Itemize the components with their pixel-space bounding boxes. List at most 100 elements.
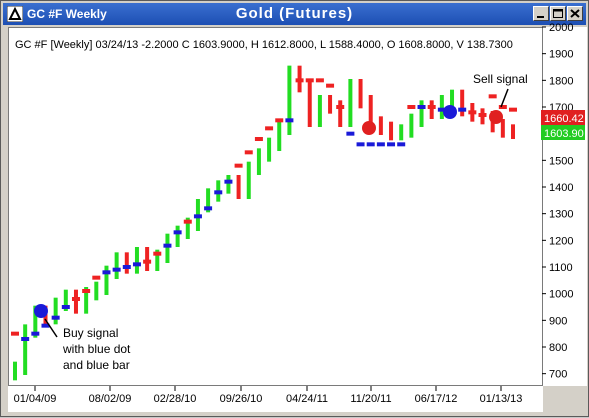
trend-dot-5	[61, 305, 70, 309]
trend-dot-15	[163, 243, 172, 248]
trend-dot-20	[214, 190, 223, 195]
y-tick-label-2: 900	[549, 315, 567, 327]
y-tick-label-7: 1400	[549, 182, 573, 194]
sell-annotation-arrow	[500, 88, 509, 108]
y-tick-label-6: 1300	[549, 209, 573, 221]
trend-dot-18	[193, 214, 202, 219]
x-tick-label-7: 01/13/13	[480, 393, 523, 405]
trend-dot-10	[112, 267, 121, 272]
trend-dot-25	[265, 126, 274, 131]
y-tick-label-8: 1500	[549, 155, 573, 167]
close-icon	[570, 9, 580, 18]
sell-signal-annotation: Sell signal	[473, 72, 528, 86]
trend-dot-13	[143, 259, 152, 264]
close-button[interactable]	[567, 6, 583, 21]
x-tick-label-0: 01/04/09	[14, 393, 57, 405]
x-tick-label-6: 06/17/12	[415, 393, 458, 405]
buy-signal-annotation: Buy signal with blue dot and blue bar	[63, 325, 130, 373]
trend-dot-29	[305, 78, 314, 83]
trend-dot-23	[244, 150, 253, 155]
trend-dot-0	[11, 331, 19, 336]
buy-annotation-line-3: and blue bar	[63, 358, 130, 372]
price-tag-green: 1603.90	[541, 125, 585, 140]
maximize-icon	[553, 9, 563, 18]
y-tick-label-3: 1000	[549, 289, 573, 301]
trend-dot-26	[275, 118, 284, 123]
trend-dot-37	[387, 142, 396, 147]
y-tick-label-13: 2000	[549, 22, 573, 34]
trend-dot-28	[295, 78, 304, 83]
y-tick-label-1: 800	[549, 342, 567, 354]
trend-dot-9	[102, 270, 111, 275]
date-axis	[8, 386, 543, 412]
x-tick-label-5: 11/20/11	[350, 393, 391, 405]
trend-dot-21	[224, 179, 233, 184]
maximize-button[interactable]	[550, 6, 566, 21]
buy-signal-dot[interactable]	[34, 304, 48, 318]
trend-dot-45	[468, 110, 477, 115]
trend-dot-12	[132, 262, 141, 267]
trend-dot-44	[458, 107, 467, 112]
trend-dot-32	[336, 105, 345, 109]
trend-dot-34	[356, 142, 365, 147]
title-bar[interactable]: GC #F Weekly Gold (Futures)	[3, 3, 586, 25]
trend-dot-22	[234, 163, 243, 168]
trend-dot-19	[204, 206, 213, 211]
trend-dot-49	[509, 107, 517, 112]
y-tick-label-4: 1100	[549, 262, 573, 274]
y-tick-label-12: 1900	[549, 49, 573, 61]
minimize-button[interactable]	[533, 6, 549, 21]
app-icon	[7, 6, 23, 22]
price-axis	[543, 27, 587, 386]
sell-signal-dot-1[interactable]	[362, 121, 376, 135]
trend-dot-27	[285, 118, 294, 123]
price-tag-red-label: 1660.42	[544, 113, 584, 125]
trend-dot-38	[397, 142, 406, 147]
trend-dot-41	[427, 105, 436, 109]
price-tag-green-label: 1603.90	[544, 128, 584, 140]
x-tick-label-2: 02/28/10	[154, 393, 197, 405]
buy-annotation-line-2: with blue dot	[63, 342, 131, 356]
y-tick-label-11: 1800	[549, 75, 573, 87]
trend-dot-40	[417, 105, 426, 109]
sell-signal-dot-2[interactable]	[489, 110, 503, 124]
trend-dot-17	[183, 219, 192, 224]
price-plot-area[interactable]	[8, 27, 543, 386]
trend-dot-6	[71, 297, 80, 301]
trend-dot-46	[478, 113, 487, 117]
x-tick-label-4: 04/24/11	[286, 393, 328, 405]
trend-dot-7	[82, 289, 91, 293]
trend-dot-35	[366, 142, 375, 147]
trend-dot-47	[488, 94, 497, 99]
trend-dot-3	[41, 323, 50, 328]
trend-dot-16	[173, 230, 182, 235]
y-tick-label-5: 1200	[549, 235, 573, 247]
trend-dot-2	[31, 331, 40, 336]
x-tick-label-3: 09/26/10	[220, 393, 263, 405]
quote-header: GC #F [Weekly] 03/24/13 -2.2000 C 1603.9…	[15, 39, 513, 51]
chart-title: Gold (Futures)	[235, 5, 354, 22]
trend-dot-11	[122, 265, 131, 269]
trend-dot-30	[315, 78, 324, 83]
trend-dot-14	[153, 251, 162, 256]
trend-dot-4	[51, 315, 60, 320]
x-tick-label-1: 08/02/09	[89, 393, 132, 405]
buy-signal-dot-2[interactable]	[443, 105, 457, 119]
trend-dot-8	[92, 275, 101, 280]
trend-dot-36	[376, 142, 385, 147]
trend-dot-39	[407, 105, 416, 109]
buy-annotation-line-1: Buy signal	[63, 326, 119, 340]
trend-dot-33	[346, 131, 355, 136]
trend-dot-42	[437, 107, 446, 112]
price-tag-red: 1660.42	[541, 110, 585, 125]
y-tick-label-0: 700	[549, 369, 567, 381]
trend-dot-24	[254, 137, 263, 141]
window-title: GC #F Weekly	[27, 7, 107, 21]
buy-annotation-arrow	[44, 318, 58, 338]
minimize-icon	[537, 16, 544, 18]
trend-dot-31	[326, 83, 335, 88]
trend-dot-48	[498, 105, 507, 109]
trend-dot-1	[21, 337, 30, 341]
